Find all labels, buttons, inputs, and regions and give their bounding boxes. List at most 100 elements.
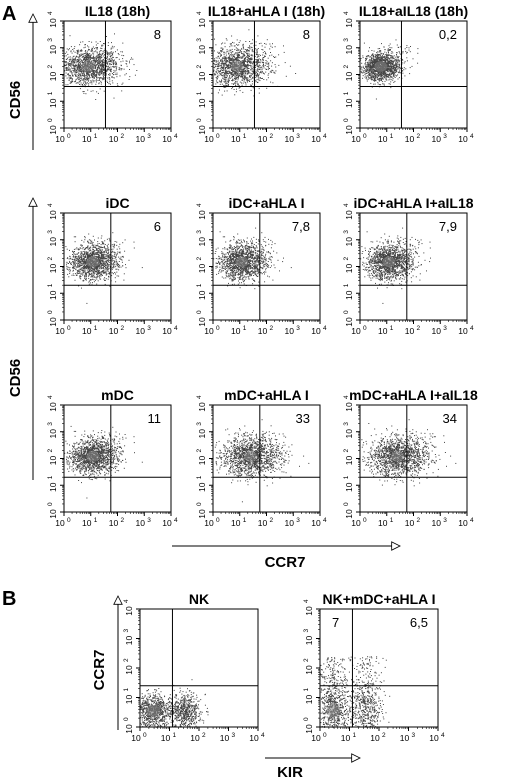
scatter-point <box>79 50 81 51</box>
scatter-point <box>93 71 95 73</box>
scatter-point <box>412 58 414 60</box>
scatter-point <box>385 72 387 74</box>
scatter-point <box>379 73 381 75</box>
scatter-point <box>230 58 232 60</box>
scatter-point <box>112 53 113 55</box>
scatter-point <box>391 61 393 63</box>
scatter-point <box>86 269 88 271</box>
scatter-point <box>119 264 121 266</box>
scatter-point <box>90 58 91 60</box>
scatter-point <box>249 61 250 63</box>
scatter-point <box>256 66 258 68</box>
scatter-point <box>396 69 398 71</box>
scatter-point <box>76 56 78 58</box>
scatter-point <box>261 61 263 63</box>
scatter-point <box>376 55 378 57</box>
scatter-point <box>224 59 226 61</box>
scatter-point <box>231 48 233 50</box>
scatter-point <box>371 71 373 73</box>
scatter-point <box>289 65 291 67</box>
scatter-point <box>243 62 245 64</box>
scatter-point <box>377 78 379 80</box>
scatter-point <box>243 55 245 57</box>
scatter-point <box>402 67 403 69</box>
scatter-point <box>116 83 118 85</box>
scatter-point <box>251 62 253 64</box>
scatter-point <box>372 72 374 74</box>
scatter-point <box>372 73 374 75</box>
scatter-point <box>75 66 77 68</box>
scatter-point <box>69 48 70 50</box>
scatter-point <box>261 72 263 74</box>
scatter-point <box>91 75 92 76</box>
scatter-point <box>115 70 117 72</box>
scatter-point <box>376 54 378 56</box>
scatter-point <box>88 271 90 273</box>
y-tick-exponent: 3 <box>343 38 350 42</box>
scatter-point <box>386 54 387 56</box>
scatter-point <box>256 75 258 77</box>
scatter-point <box>81 70 83 72</box>
scatter-point <box>114 62 116 64</box>
scatter-point <box>110 54 112 56</box>
scatter-point <box>118 265 120 267</box>
scatter-point <box>80 49 82 51</box>
scatter-point <box>81 59 82 61</box>
scatter-point <box>384 58 386 60</box>
scatter-point <box>116 57 118 58</box>
scatter-point <box>74 64 76 66</box>
scatter-point <box>369 62 371 64</box>
scatter-point <box>103 43 104 44</box>
scatter-point <box>80 244 82 246</box>
scatter-point <box>75 56 77 58</box>
scatter-point <box>385 60 387 62</box>
scatter-point <box>97 243 99 245</box>
scatter-point <box>269 55 271 57</box>
scatter-point <box>261 69 263 71</box>
scatter-point <box>401 62 403 64</box>
scatter-point <box>110 69 112 71</box>
scatter-point <box>220 63 222 65</box>
scatter-point <box>382 78 384 80</box>
scatter-point <box>99 72 101 74</box>
scatter-point <box>238 52 240 53</box>
scatter-point <box>243 66 245 68</box>
scatter-point <box>104 244 106 245</box>
scatter-point <box>213 60 215 62</box>
scatter-point <box>241 53 243 55</box>
scatter-point <box>230 51 232 53</box>
scatter-point <box>73 67 75 69</box>
scatter-point <box>111 58 113 60</box>
scatter-point <box>361 67 363 69</box>
scatter-point <box>93 80 95 82</box>
scatter-point <box>77 60 79 62</box>
scatter-point <box>69 68 71 70</box>
scatter-point <box>80 77 82 79</box>
scatter-point <box>85 79 87 81</box>
scatter-point <box>399 69 401 71</box>
scatter-point <box>97 69 99 71</box>
scatter-point <box>388 57 390 59</box>
scatter-point <box>93 75 95 77</box>
scatter-point <box>69 58 71 60</box>
scatter-point <box>227 84 229 86</box>
scatter-point <box>79 44 81 46</box>
scatter-point <box>79 66 81 68</box>
scatter-point <box>94 59 95 61</box>
scatter-point <box>84 84 86 86</box>
scatter-point <box>258 59 259 61</box>
scatter-point <box>75 71 77 73</box>
scatter-point <box>235 52 237 54</box>
scatter-point <box>380 51 382 53</box>
scatter-point <box>78 65 79 67</box>
scatter-point <box>116 255 117 257</box>
scatter-point <box>406 47 408 48</box>
scatter-point <box>258 78 260 80</box>
scatter-point <box>70 62 72 64</box>
scatter-point <box>263 79 265 80</box>
scatter-point <box>74 58 76 60</box>
scatter-point <box>66 51 68 53</box>
x-tick-exponent: 4 <box>174 133 178 140</box>
scatter-point <box>86 78 88 80</box>
scatter-point <box>80 262 82 264</box>
